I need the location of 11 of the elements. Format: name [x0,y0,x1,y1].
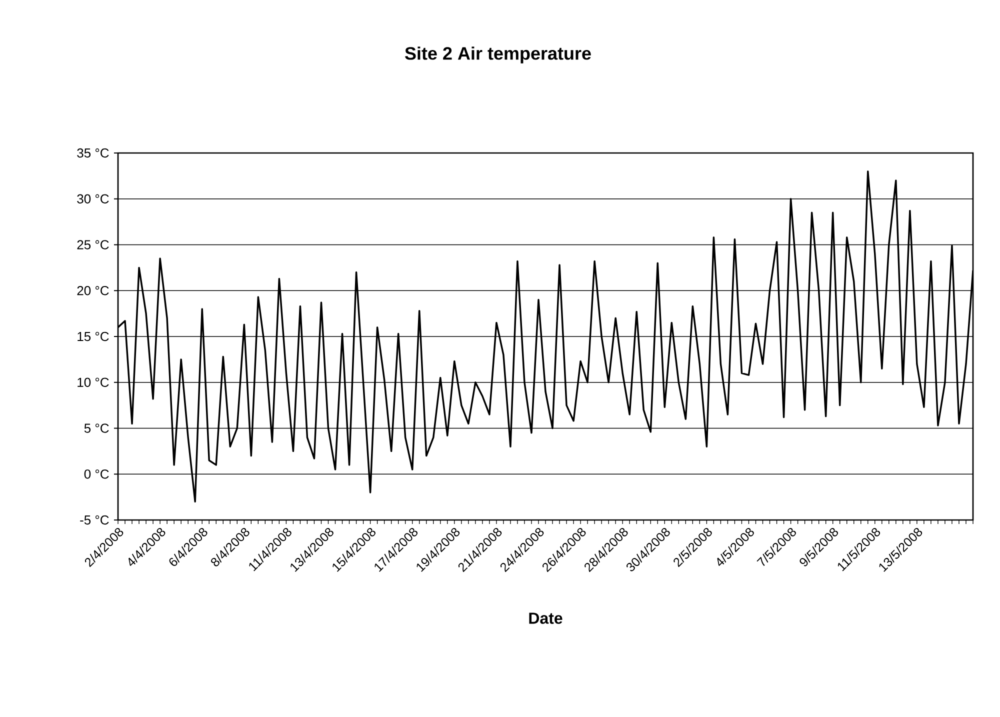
chart-title: Site 2 Air temperature [404,46,591,64]
y-tick-label: -5 °C [80,515,109,525]
y-tick-label: 20 °C [77,286,109,296]
y-tick-label: 35 °C [77,148,109,158]
x-axis-title: Date [529,612,562,624]
y-tick-label: 25 °C [77,240,109,250]
y-tick-label: 15 °C [78,332,109,342]
y-tick-label: 5 °C [84,424,109,433]
y-tick-label: 10 °C [78,378,109,387]
y-tick-label: 0 °C [84,470,109,479]
y-tick-label: 30 °C [77,194,109,204]
